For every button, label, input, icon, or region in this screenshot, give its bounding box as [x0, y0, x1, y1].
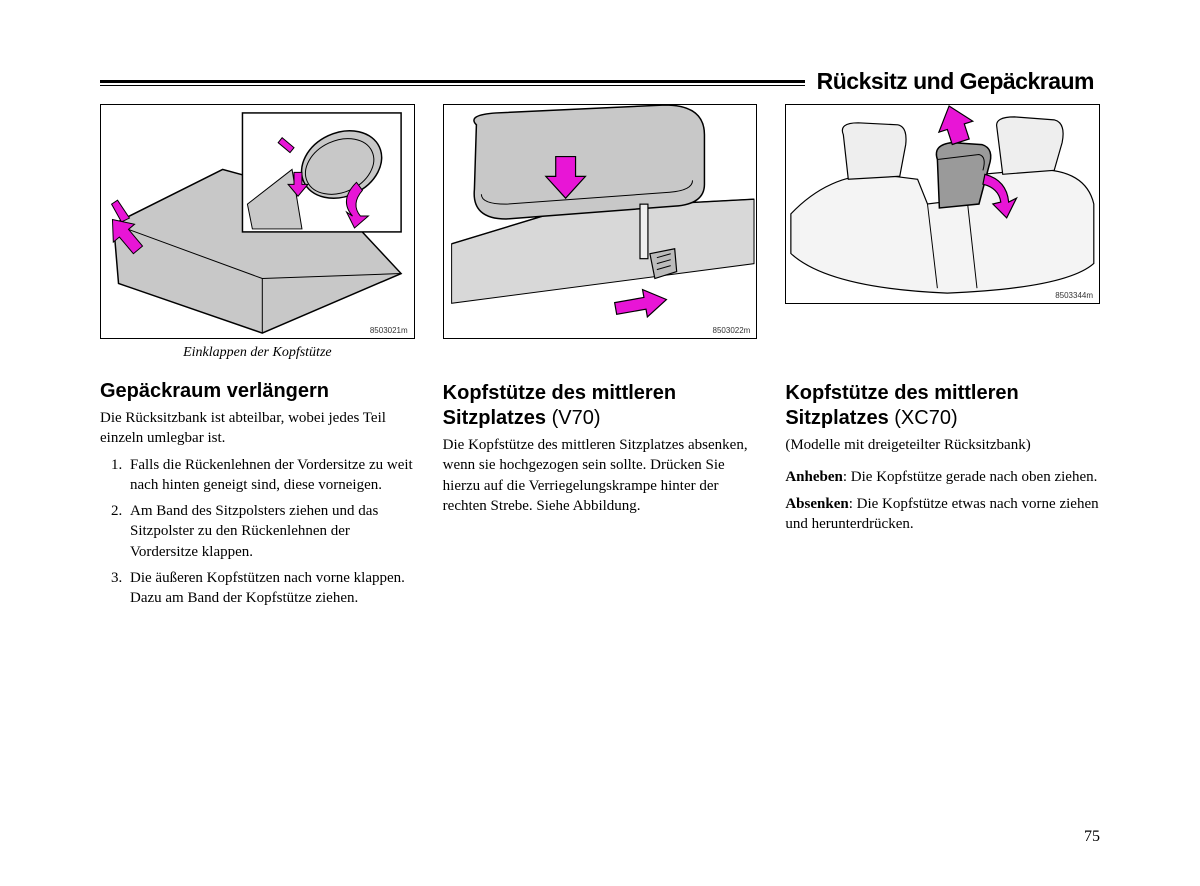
- col1-step-1: Falls die Rückenlehnen der Vordersitze z…: [126, 455, 415, 496]
- figure-1: 8503021m: [100, 104, 415, 339]
- column-3: 8503344m Kopfstütze des mittleren Sitzpl…: [785, 104, 1100, 614]
- col3-subtitle: (Modelle mit dreigeteilter Rücksitzbank): [785, 435, 1100, 455]
- spacer-3: [785, 304, 1100, 363]
- column-2: 8503022m Kopfstütze des mittleren Sitzpl…: [443, 104, 758, 614]
- figure-1-svg: [101, 105, 414, 338]
- col1-heading: Gepäckraum verlängern: [100, 379, 415, 404]
- figure-2: 8503022m: [443, 104, 758, 339]
- col2-body: Die Kopfstütze des mittleren Sitzplatzes…: [443, 435, 758, 516]
- figure-3-svg: [786, 105, 1099, 303]
- col3-heading-light: (XC70): [889, 407, 958, 429]
- anheben-text: : Die Kopfstütze gerade nach oben ziehen…: [843, 469, 1097, 485]
- figure-3-code: 8503344m: [1055, 291, 1093, 300]
- figure-2-svg: [444, 105, 757, 338]
- anheben-label: Anheben: [785, 469, 843, 485]
- col1-step-3: Die äußeren Kopfstützen nach vorne klapp…: [126, 568, 415, 609]
- page-header-title: Rücksitz und Gepäckraum: [805, 68, 1100, 95]
- spacer: [443, 339, 758, 363]
- figure-1-code: 8503021m: [370, 326, 408, 335]
- page-number: 75: [1084, 828, 1100, 846]
- figure-2-code: 8503022m: [713, 326, 751, 335]
- figure-3: 8503344m: [785, 104, 1100, 304]
- col3-absenken: Absenken: Die Kopfstütze etwas nach vorn…: [785, 494, 1100, 535]
- absenken-label: Absenken: [785, 496, 848, 512]
- col2-heading: Kopfstütze des mittleren Sitzplatzes (V7…: [443, 381, 758, 431]
- col2-heading-light: (V70): [546, 407, 600, 429]
- col1-steps: Falls die Rückenlehnen der Vordersitze z…: [100, 455, 415, 609]
- column-1: 8503021m Einklappen der Kopfstütze Gepäc…: [100, 104, 415, 614]
- figure-1-caption: Einklappen der Kopfstütze: [100, 345, 415, 361]
- col3-anheben: Anheben: Die Kopfstütze gerade nach oben…: [785, 467, 1100, 487]
- col3-heading: Kopfstütze des mittleren Sitzplatzes (XC…: [785, 381, 1100, 431]
- content-columns: 8503021m Einklappen der Kopfstütze Gepäc…: [100, 104, 1100, 614]
- col1-intro: Die Rücksitzbank ist abteilbar, wobei je…: [100, 408, 415, 449]
- col1-step-2: Am Band des Sitzpolsters ziehen und das …: [126, 501, 415, 562]
